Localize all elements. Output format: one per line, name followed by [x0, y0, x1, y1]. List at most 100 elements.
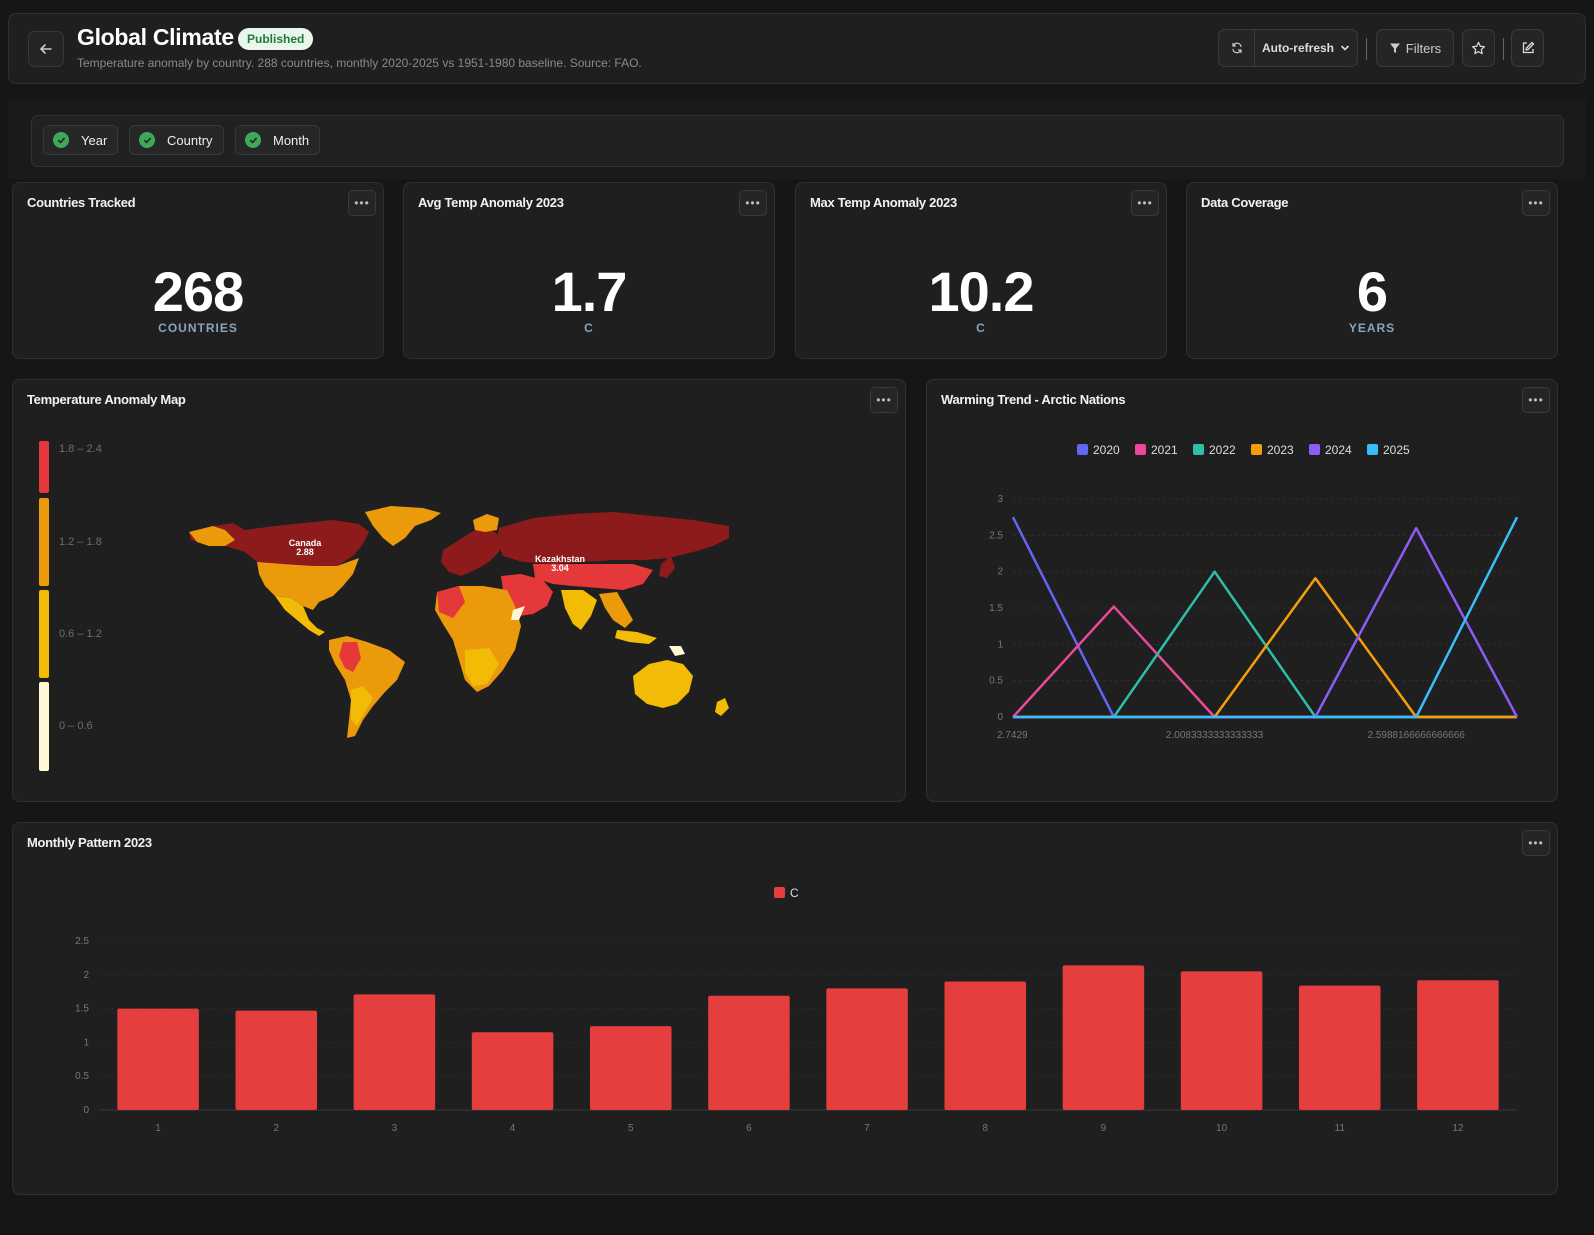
- refresh-icon: [1231, 42, 1242, 54]
- filter-chip-year[interactable]: Year: [43, 125, 119, 155]
- page-subtitle: Temperature anomaly by country. 288 coun…: [77, 56, 642, 70]
- legend-swatch: [1309, 444, 1320, 455]
- x-tick-label: 9: [1101, 1123, 1107, 1134]
- series-line-2020: [1011, 516, 1517, 719]
- kpi-title: Countries Tracked: [27, 195, 136, 210]
- map-label-name: Canada: [289, 538, 323, 548]
- auto-refresh-label: Auto-refresh: [1261, 41, 1334, 55]
- x-tick-label: 11: [1335, 1123, 1346, 1134]
- x-tick-label: 12: [1452, 1123, 1464, 1134]
- card-menu-button[interactable]: •••: [1522, 190, 1550, 216]
- series-line-2021: [1012, 605, 1517, 719]
- kpi-unit: YEARS: [1348, 321, 1396, 335]
- bar: [471, 1032, 554, 1110]
- kpi-unit: COUNTRIES: [158, 321, 238, 335]
- card-menu-button[interactable]: •••: [1131, 190, 1159, 216]
- region-andes: [339, 642, 361, 672]
- filter-chip-month[interactable]: Month: [235, 125, 321, 155]
- filters-button[interactable]: Filters: [1376, 29, 1454, 67]
- card-menu-button[interactable]: •••: [739, 190, 767, 216]
- x-tick-label: 2.7429: [997, 730, 1028, 741]
- region-indonesia: [615, 630, 657, 644]
- auto-refresh-group: Auto-refresh: [1218, 29, 1358, 67]
- legend-label: 0 – 0.6: [59, 720, 93, 732]
- kpi-value: 1.7: [551, 260, 628, 323]
- legend-label: 1.8 – 2.4: [59, 443, 102, 455]
- x-tick-label: 4: [510, 1123, 516, 1134]
- refresh-button[interactable]: [1219, 30, 1255, 66]
- region-canada: [189, 520, 369, 566]
- y-tick-label: 1.5: [989, 603, 1003, 614]
- legend-label: 2022: [1209, 443, 1236, 457]
- chart-title: Temperature Anomaly Map: [27, 392, 186, 407]
- kpi-unit: C: [976, 321, 986, 335]
- y-tick-label: 0.5: [75, 1071, 89, 1082]
- legend-label: 2023: [1267, 443, 1294, 457]
- region-horn-africa: [511, 606, 525, 620]
- map-label-value: 2.88: [296, 547, 314, 557]
- line-chart[interactable]: 0 0.5 1 1.5 2 2.5 3 2.7429 2.0083333333333333 2.5…: [927, 380, 1557, 801]
- y-tick-label: 0: [83, 1105, 89, 1116]
- kpi-unit: C: [584, 321, 594, 335]
- region-argentina: [351, 686, 373, 726]
- y-tick-label: 0: [997, 712, 1003, 723]
- legend-swatch: [1367, 444, 1378, 455]
- legend-label: 0.6 – 1.2: [59, 628, 102, 640]
- x-tick-label: 2.0083333333333333: [1166, 730, 1264, 741]
- region-greenland: [365, 506, 441, 546]
- kpi-card-avg-anomaly: Avg Temp Anomaly 2023 ••• 1.7 C: [403, 182, 775, 359]
- legend-swatch: [39, 682, 49, 771]
- filter-chip-country[interactable]: Country: [129, 125, 224, 155]
- region-europe: [441, 530, 503, 576]
- star-icon: [1471, 41, 1486, 54]
- region-papua: [669, 646, 685, 656]
- filter-bar: Year Country Month: [31, 115, 1564, 167]
- region-india: [561, 590, 597, 630]
- bar: [117, 1008, 199, 1110]
- card-menu-button[interactable]: •••: [1522, 387, 1550, 413]
- kpi-value: 10.2: [928, 260, 1035, 323]
- edit-button[interactable]: [1511, 29, 1544, 67]
- x-tick-label: 1: [155, 1123, 161, 1134]
- series-line-2025: [1013, 516, 1519, 719]
- map-panel: Temperature Anomaly Map ••• 1.8 – 2.4 1.…: [12, 379, 906, 802]
- card-menu-button[interactable]: •••: [1522, 830, 1550, 856]
- bar: [353, 994, 436, 1110]
- legend-label: C: [790, 886, 799, 900]
- region-central-asia: [533, 564, 653, 590]
- legend-label: 2020: [1093, 443, 1120, 457]
- kpi-card-max-anomaly: Max Temp Anomaly 2023 ••• 10.2 C: [795, 182, 1167, 359]
- back-button[interactable]: [28, 31, 64, 67]
- map-label-value: 3.04: [551, 563, 569, 573]
- card-menu-button[interactable]: •••: [348, 190, 376, 216]
- favorite-button[interactable]: [1462, 29, 1495, 67]
- auto-refresh-select[interactable]: Auto-refresh: [1255, 30, 1357, 66]
- region-usa: [257, 558, 359, 610]
- series-line-2023: [1013, 576, 1517, 719]
- bar: [1417, 980, 1499, 1110]
- region-russia: [497, 512, 729, 564]
- legend-swatch: [1135, 444, 1146, 455]
- kpi-title: Max Temp Anomaly 2023: [810, 195, 957, 210]
- bar-chart-panel: Monthly Pattern 2023 ••• 0 0.5 1 1.5 2 2.5 C 1 2…: [12, 822, 1558, 1195]
- filter-chip-label: Month: [273, 132, 310, 148]
- page-title: Global Climate: [77, 24, 234, 50]
- choropleth-map[interactable]: 1.8 – 2.4 1.2 – 1.8 0.6 – 1.2 0 – 0.6: [13, 380, 905, 801]
- x-tick-label: 6: [746, 1123, 752, 1134]
- bar: [708, 995, 790, 1110]
- dashboard-header: Global Climate Published Temperature ano…: [8, 13, 1586, 84]
- line-chart-panel: Warming Trend - Arctic Nations ••• 0 0.5 1…: [926, 379, 1558, 802]
- x-tick-label: 2.5988166666666666: [1368, 730, 1466, 741]
- bar: [944, 981, 1027, 1110]
- region-new-zealand: [715, 698, 729, 716]
- filter-icon: [1389, 43, 1400, 53]
- card-menu-button[interactable]: •••: [870, 387, 898, 413]
- bar: [235, 1010, 318, 1110]
- region-japan: [659, 556, 675, 578]
- legend-label: 2021: [1151, 443, 1178, 457]
- bar-chart[interactable]: 00.511.522.5C1 2 3 4 5 6 7 8 9 10 11 12: [13, 823, 1557, 1194]
- region-scandinavia: [473, 514, 499, 532]
- y-tick-label: 2: [997, 567, 1003, 578]
- region-north-africa: [437, 586, 465, 618]
- map-land: [189, 506, 729, 738]
